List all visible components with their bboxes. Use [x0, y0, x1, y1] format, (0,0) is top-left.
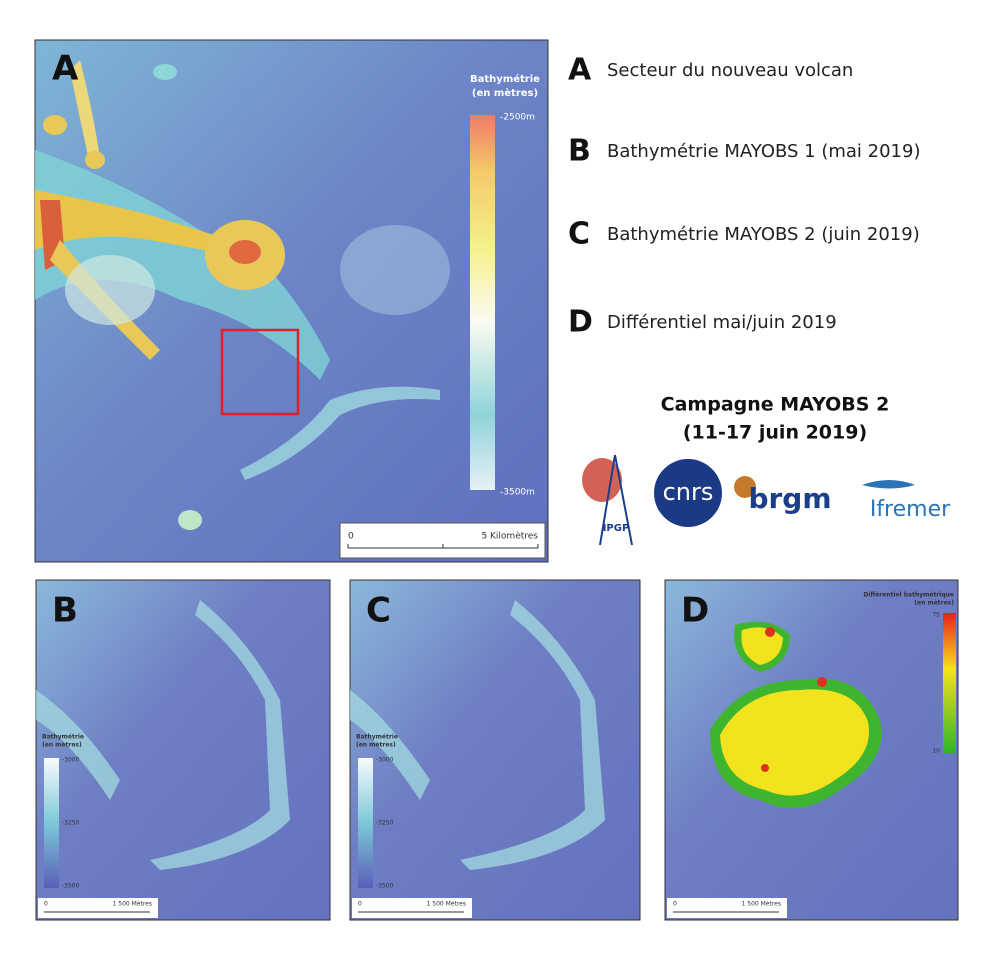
- logo-shape: [734, 476, 756, 498]
- key-text: Différentiel mai/juin 2019: [607, 312, 837, 333]
- legend-title: (en mètres): [42, 742, 82, 749]
- key-letter: B: [568, 134, 591, 169]
- scale-label: 0: [673, 901, 677, 908]
- color-bar: [44, 758, 59, 888]
- plateau: [65, 255, 155, 325]
- legend-title: (en mètres): [472, 87, 538, 99]
- scale-label: 1 500 Mètres: [742, 901, 781, 908]
- sector-box: [220, 328, 300, 416]
- scale-bar: [347, 544, 539, 549]
- legend-label: -2500m: [500, 113, 535, 123]
- volcano: [229, 240, 261, 264]
- legend-label: -3250: [62, 820, 80, 827]
- plateau: [340, 225, 450, 315]
- legend-label: -3000: [62, 757, 80, 764]
- difference-peak: [761, 764, 769, 772]
- scale-label: 1 500 Mètres: [427, 901, 466, 908]
- key-text: Bathymétrie MAYOBS 2 (juin 2019): [607, 224, 920, 245]
- seamount: [43, 115, 67, 135]
- scale-box: [352, 898, 472, 918]
- color-bar: [470, 115, 495, 490]
- legend-label: -3250: [376, 820, 394, 827]
- main-map: A Bathymétrie (en mètres) -2500m -3500m …: [34, 39, 549, 563]
- seamount: [85, 151, 105, 169]
- scale-box: [339, 522, 546, 559]
- scale-box: [38, 898, 158, 918]
- logo-text: IPGP: [603, 523, 630, 534]
- campaign-dates: (11-17 juin 2019): [683, 422, 867, 444]
- difference-area: [741, 627, 783, 665]
- seamount: [153, 64, 177, 80]
- difference-area: [720, 689, 870, 796]
- legend-label: -3500: [376, 883, 394, 890]
- scale-label: 0: [44, 901, 48, 908]
- scale-label: 1 500 Mètres: [113, 901, 152, 908]
- color-bar: [943, 613, 956, 753]
- key-text: Secteur du nouveau volcan: [607, 60, 853, 81]
- legend-label: -3000: [376, 757, 394, 764]
- panel-c: C Bathymétrie (en mètres) -3000 -3250 -3…: [349, 579, 641, 921]
- legend-label: 10: [932, 748, 940, 755]
- panel-d: D Différentiel bathymétrique (en mètres)…: [664, 579, 959, 921]
- key-text: Bathymétrie MAYOBS 1 (mai 2019): [607, 141, 920, 162]
- panel-letter: B: [52, 591, 78, 631]
- legend-title: Différentiel bathymétrique: [863, 592, 954, 599]
- key: A Secteur du nouveau volcan B Bathymétri…: [568, 53, 920, 444]
- logo-shape: [862, 480, 915, 489]
- scale-label: 5 Kilomètres: [481, 531, 538, 542]
- panel-letter: C: [366, 591, 391, 631]
- logo-text: Ifremer: [870, 497, 951, 522]
- campaign-title: Campagne MAYOBS 2: [661, 394, 890, 416]
- logo-shape: [599, 454, 633, 546]
- key-letter: A: [568, 53, 592, 88]
- logos: IPGP cnrs brgm Ifremer: [582, 454, 951, 546]
- legend-title: Bathymétrie: [356, 734, 398, 741]
- panel-letter: D: [681, 591, 709, 631]
- logo-shape: [654, 459, 722, 527]
- logo-text: cnrs: [663, 478, 714, 506]
- difference-peak: [765, 627, 775, 637]
- legend-title: (en mètres): [914, 600, 954, 607]
- legend-title: (en mètres): [356, 742, 396, 749]
- legend-title: Bathymétrie: [470, 73, 540, 85]
- ridge: [35, 190, 230, 255]
- seamount: [178, 510, 202, 530]
- ridge: [240, 386, 440, 480]
- difference-peak: [817, 677, 827, 687]
- scale-label: 0: [358, 901, 362, 908]
- panel-b: B Bathymétrie (en mètres) -3000 -3250 -3…: [35, 579, 331, 921]
- scale-label: 0: [348, 532, 354, 542]
- scale-box: [667, 898, 787, 918]
- logo-text: brgm: [748, 482, 831, 515]
- legend-title: Bathymétrie: [42, 734, 84, 741]
- legend-label: -3500: [62, 883, 80, 890]
- legend-label: -3500m: [500, 488, 535, 498]
- key-letter: C: [568, 217, 590, 252]
- ridge: [70, 60, 100, 165]
- panel-letter: A: [52, 49, 79, 89]
- legend-label: 75: [932, 612, 940, 619]
- key-letter: D: [568, 305, 593, 340]
- color-bar: [358, 758, 373, 888]
